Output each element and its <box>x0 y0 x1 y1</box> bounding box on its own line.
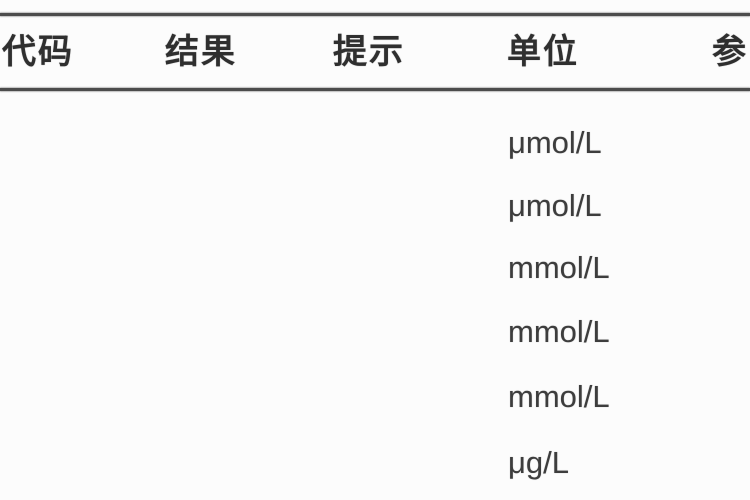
unit-cell: μmol/L <box>508 188 602 223</box>
table-row: μmol/L <box>0 188 750 228</box>
table-row: mmol/L <box>0 314 750 354</box>
column-header-code: 代码 <box>2 33 74 71</box>
unit-cell: μg/L <box>508 445 569 480</box>
column-header-result: 结果 <box>165 33 237 71</box>
table-row: mmol/L <box>0 250 750 290</box>
table-top-rule <box>0 13 750 16</box>
table-row: mmol/L <box>0 379 750 419</box>
column-header-reference-clipped: 参 <box>712 33 748 71</box>
unit-cell: mmol/L <box>508 314 610 349</box>
column-header-unit: 单位 <box>507 33 579 71</box>
table-row: μmol/L <box>0 125 750 165</box>
table-row: μg/L <box>0 445 750 485</box>
unit-cell: mmol/L <box>508 250 610 285</box>
header-divider-rule <box>0 88 750 91</box>
unit-cell: μmol/L <box>508 125 602 160</box>
column-header-hint: 提示 <box>333 33 405 71</box>
unit-cell: mmol/L <box>508 379 610 414</box>
